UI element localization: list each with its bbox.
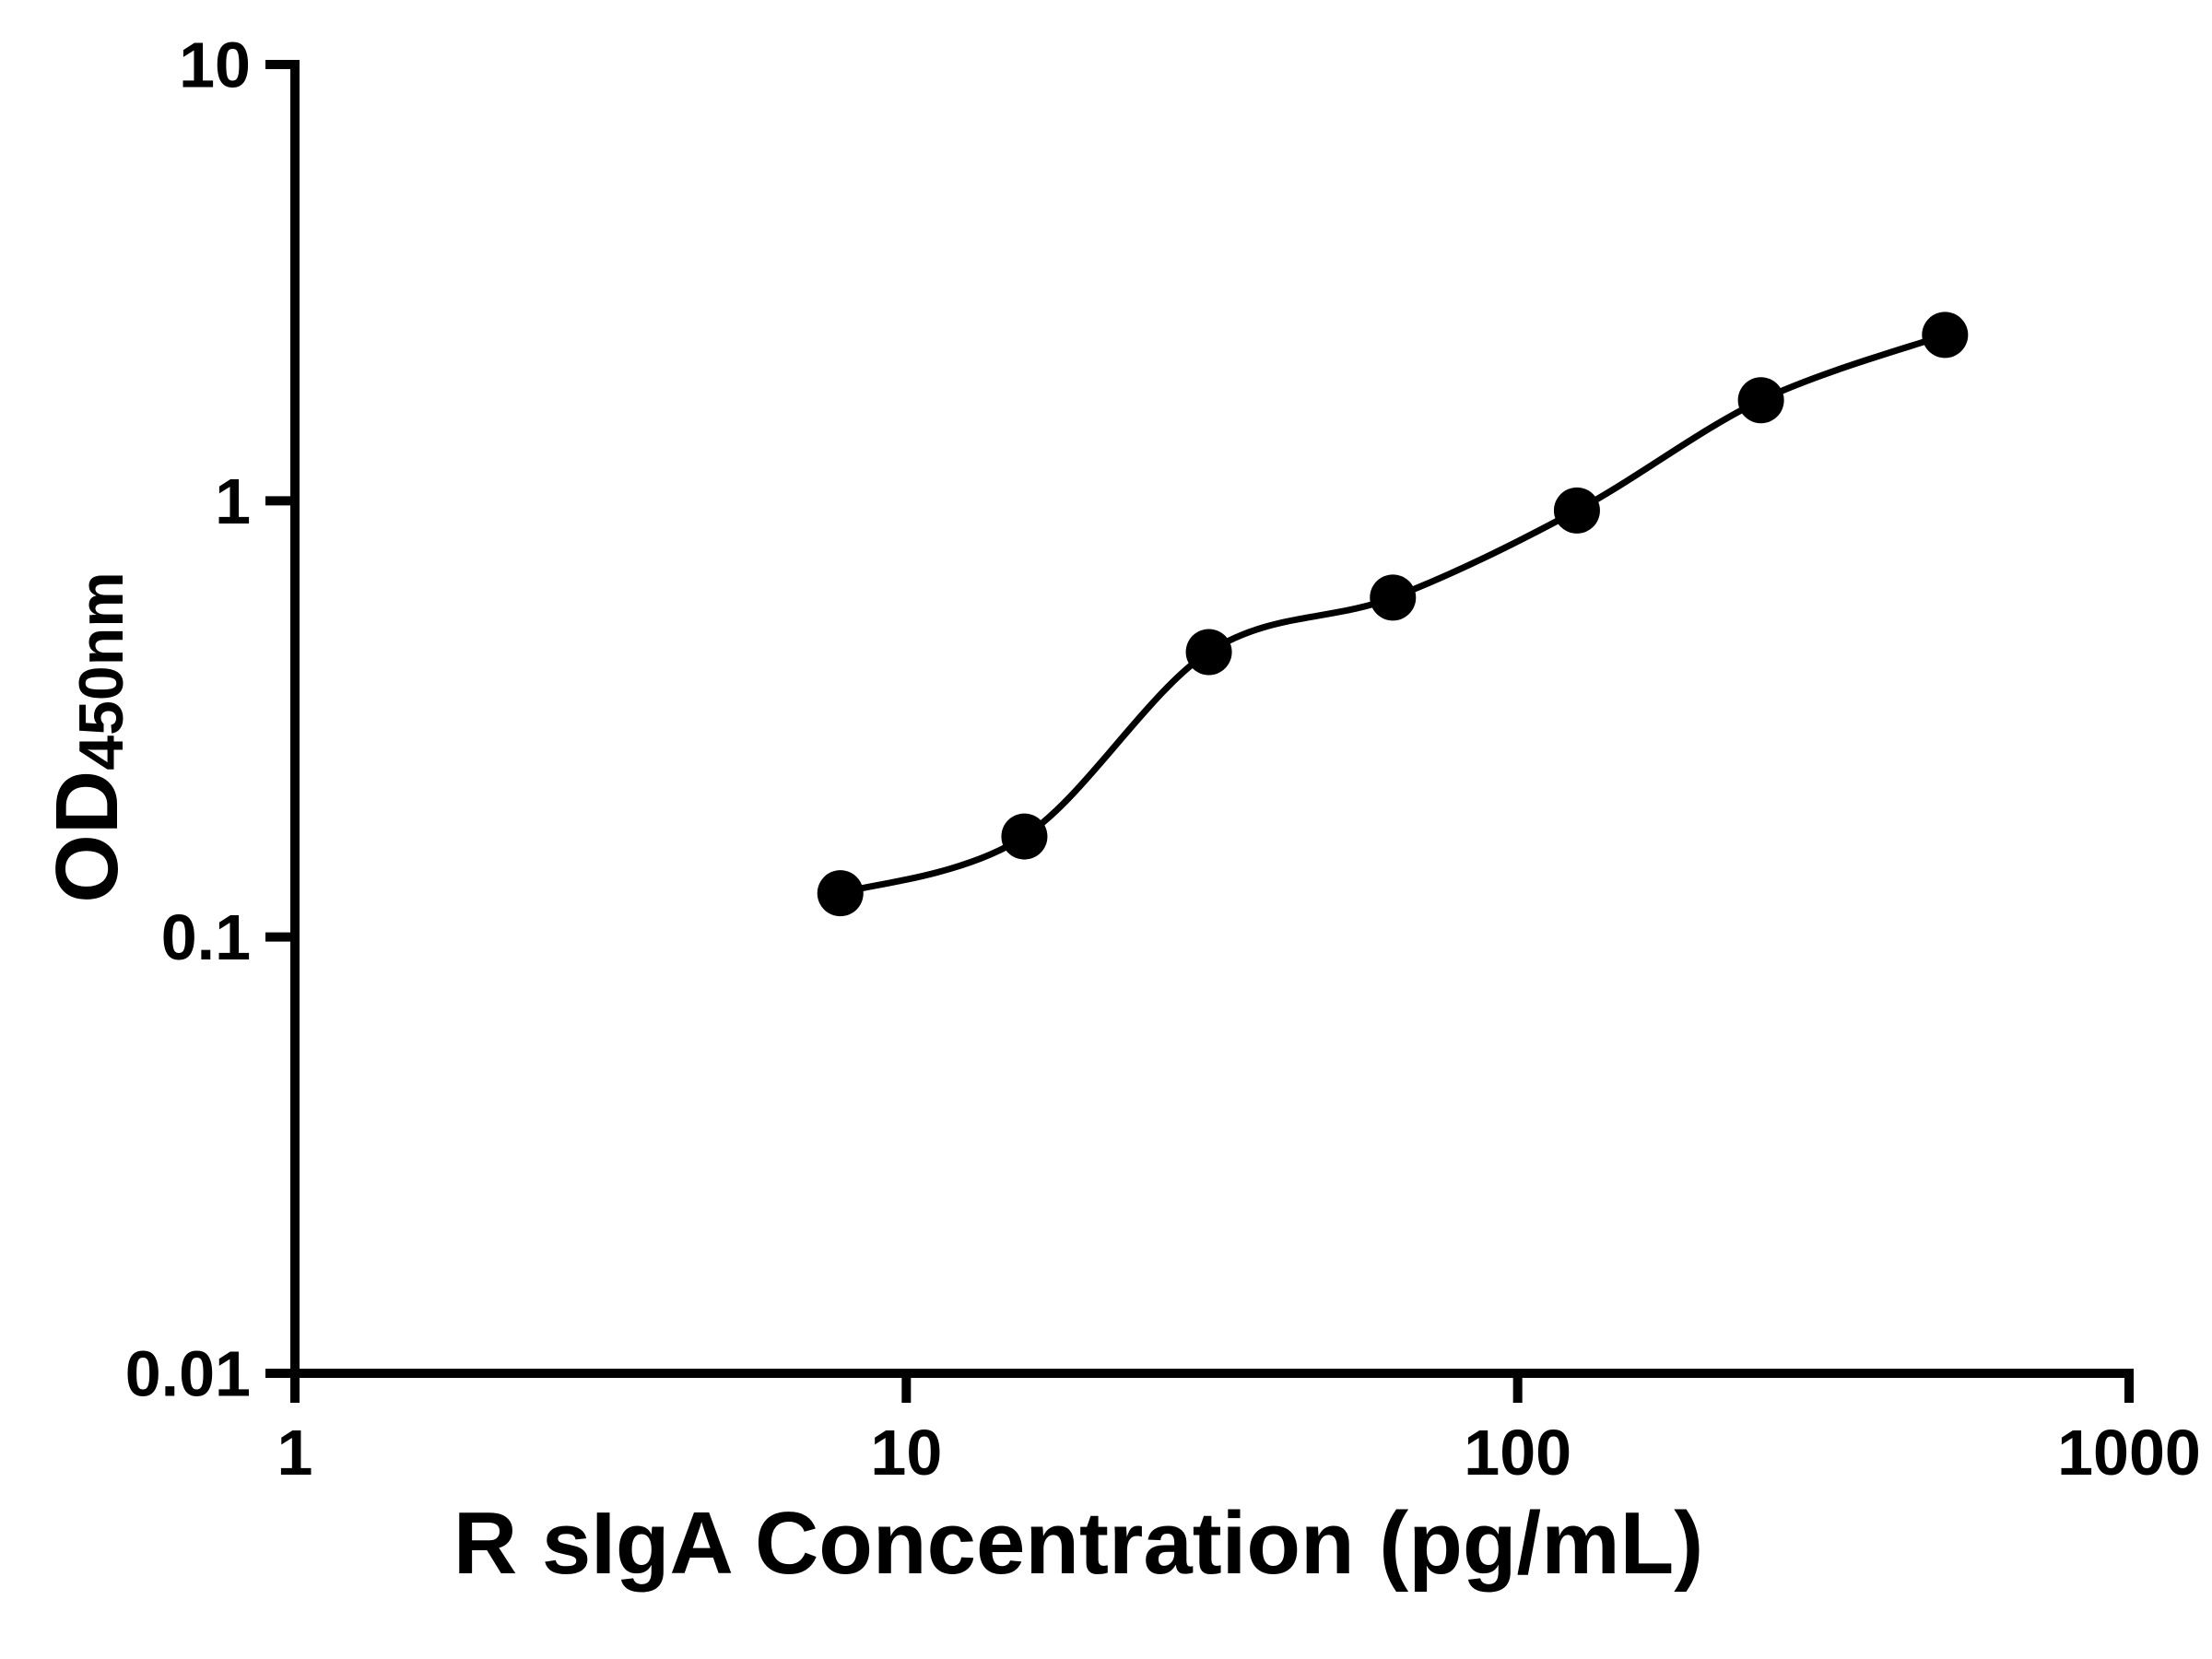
data-point xyxy=(1370,574,1417,621)
data-point xyxy=(1553,487,1600,534)
x-axis-tick-label: 10 xyxy=(870,1417,942,1488)
data-point xyxy=(1737,377,1784,424)
x-axis-title: R sIgA Concentration (pg/mL) xyxy=(453,1494,1704,1593)
data-point xyxy=(1922,312,1969,359)
x-axis-tick-label: 1 xyxy=(277,1417,313,1488)
y-axis-tick-label: 0.01 xyxy=(125,1338,251,1410)
y-axis-tick-label: 10 xyxy=(179,29,251,101)
y-axis-title-sub: 450nm xyxy=(66,571,136,771)
x-axis-tick-label: 100 xyxy=(1464,1417,1571,1488)
y-axis-title-main: OD xyxy=(38,770,136,903)
y-axis-tick-label: 1 xyxy=(215,465,251,537)
data-point xyxy=(1001,813,1048,860)
y-axis-tick-label: 0.1 xyxy=(161,901,251,973)
data-point xyxy=(817,870,864,917)
x-axis-tick-label: 1000 xyxy=(2057,1417,2201,1488)
data-point xyxy=(1185,629,1232,676)
y-axis-title: OD450nm xyxy=(37,571,138,902)
